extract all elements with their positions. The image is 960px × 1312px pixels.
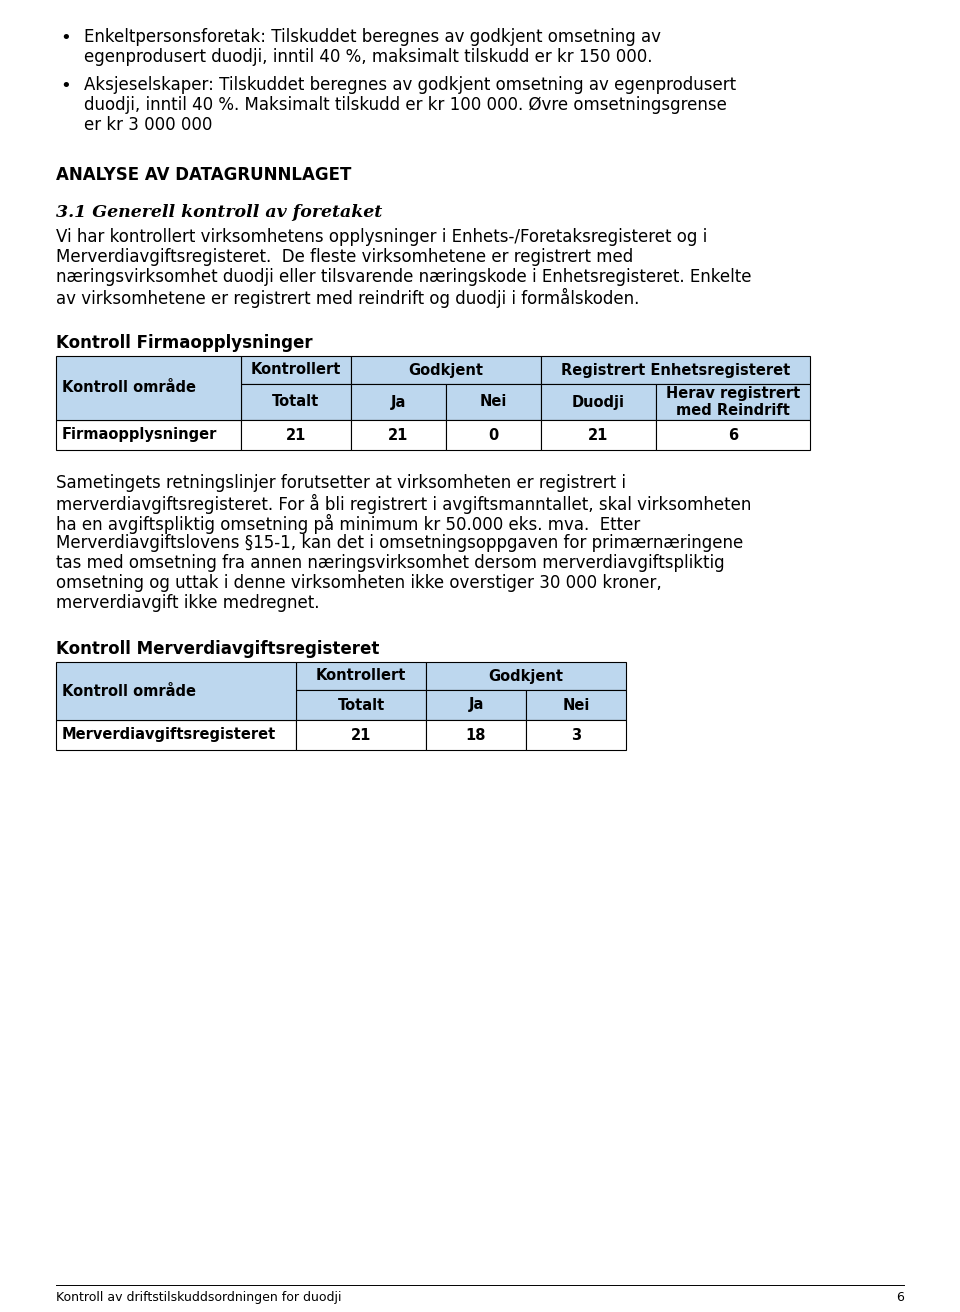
Bar <box>241 420 351 450</box>
Text: 3: 3 <box>571 727 581 743</box>
Text: •: • <box>60 29 71 47</box>
Text: Duodji: Duodji <box>572 395 625 409</box>
Text: 6: 6 <box>728 428 738 442</box>
Text: duodji, inntil 40 %. Maksimalt tilskudd er kr 100 000. Øvre omsetningsgrense: duodji, inntil 40 %. Maksimalt tilskudd … <box>84 96 727 114</box>
Text: Kontroll område: Kontroll område <box>62 684 196 698</box>
Text: næringsvirksomhet duodji eller tilsvarende næringskode i Enhetsregisteret. Enkel: næringsvirksomhet duodji eller tilsvaren… <box>56 268 752 286</box>
Text: egenprodusert duodji, inntil 40 %, maksimalt tilskudd er kr 150 000.: egenprodusert duodji, inntil 40 %, maksi… <box>84 49 653 66</box>
Text: 21: 21 <box>350 727 372 743</box>
Bar <box>56 356 241 420</box>
Bar <box>526 690 626 720</box>
Text: Kontrollert: Kontrollert <box>251 362 341 378</box>
Text: 0: 0 <box>489 428 498 442</box>
Text: Aksjeselskaper: Tilskuddet beregnes av godkjent omsetning av egenprodusert: Aksjeselskaper: Tilskuddet beregnes av g… <box>84 76 736 94</box>
Bar <box>426 720 526 750</box>
Text: •: • <box>60 77 71 94</box>
Bar <box>656 384 810 420</box>
Bar <box>351 384 446 420</box>
Text: Kontroll Merverdiavgiftsregisteret: Kontroll Merverdiavgiftsregisteret <box>56 640 379 659</box>
Text: Totalt: Totalt <box>337 698 385 712</box>
Bar <box>296 720 426 750</box>
Text: ANALYSE AV DATAGRUNNLAGET: ANALYSE AV DATAGRUNNLAGET <box>56 167 351 184</box>
Text: Merverdiavgiftslovens §15-1, kan det i omsetningsoppgaven for primærnæringene: Merverdiavgiftslovens §15-1, kan det i o… <box>56 534 743 552</box>
Text: 21: 21 <box>286 428 306 442</box>
Text: ha en avgiftspliktig omsetning på minimum kr 50.000 eks. mva.  Etter: ha en avgiftspliktig omsetning på minimu… <box>56 514 640 534</box>
Text: 21: 21 <box>388 428 409 442</box>
Bar <box>56 663 296 720</box>
Text: Firmaopplysninger: Firmaopplysninger <box>62 428 217 442</box>
Bar <box>296 690 426 720</box>
Bar <box>56 420 241 450</box>
Bar <box>351 356 541 384</box>
Text: Vi har kontrollert virksomhetens opplysninger i Enhets-/Foretaksregisteret og i: Vi har kontrollert virksomhetens opplysn… <box>56 228 708 247</box>
Bar <box>241 384 351 420</box>
Bar <box>541 356 810 384</box>
Text: merverdiavgift ikke medregnet.: merverdiavgift ikke medregnet. <box>56 594 320 611</box>
Text: omsetning og uttak i denne virksomheten ikke overstiger 30 000 kroner,: omsetning og uttak i denne virksomheten … <box>56 575 661 592</box>
Text: Kontroll Firmaopplysninger: Kontroll Firmaopplysninger <box>56 335 313 352</box>
Bar <box>446 420 541 450</box>
Text: Enkeltpersonsforetak: Tilskuddet beregnes av godkjent omsetning av: Enkeltpersonsforetak: Tilskuddet beregne… <box>84 28 661 46</box>
Text: 21: 21 <box>588 428 609 442</box>
Text: Ja: Ja <box>468 698 484 712</box>
Text: Kontroll av driftstilskuddsordningen for duodji: Kontroll av driftstilskuddsordningen for… <box>56 1291 342 1304</box>
Bar <box>541 420 656 450</box>
Text: Merverdiavgiftsregisteret.  De fleste virksomhetene er registrert med: Merverdiavgiftsregisteret. De fleste vir… <box>56 248 634 266</box>
Bar <box>426 663 626 690</box>
Text: Ja: Ja <box>391 395 406 409</box>
Bar <box>296 663 426 690</box>
Text: Godkjent: Godkjent <box>489 669 564 684</box>
Bar <box>656 420 810 450</box>
Text: 3.1 Generell kontroll av foretaket: 3.1 Generell kontroll av foretaket <box>56 203 382 220</box>
Text: Kontrollert: Kontrollert <box>316 669 406 684</box>
Text: Godkjent: Godkjent <box>409 362 484 378</box>
Bar <box>526 720 626 750</box>
Text: 18: 18 <box>466 727 487 743</box>
Text: 6: 6 <box>896 1291 904 1304</box>
Text: Sametingets retningslinjer forutsetter at virksomheten er registrert i: Sametingets retningslinjer forutsetter a… <box>56 474 626 492</box>
Text: Nei: Nei <box>480 395 507 409</box>
Text: merverdiavgiftsregisteret. For å bli registrert i avgiftsmanntallet, skal virkso: merverdiavgiftsregisteret. For å bli reg… <box>56 495 752 514</box>
Text: Kontroll område: Kontroll område <box>62 380 196 395</box>
Text: Totalt: Totalt <box>273 395 320 409</box>
Bar <box>541 384 656 420</box>
Bar <box>56 720 296 750</box>
Text: Merverdiavgiftsregisteret: Merverdiavgiftsregisteret <box>62 727 276 743</box>
Text: Herav registrert
med Reindrift: Herav registrert med Reindrift <box>666 386 800 419</box>
Bar <box>351 420 446 450</box>
Text: av virksomhetene er registrert med reindrift og duodji i formålskoden.: av virksomhetene er registrert med reind… <box>56 289 639 308</box>
Bar <box>241 356 351 384</box>
Bar <box>446 384 541 420</box>
Text: tas med omsetning fra annen næringsvirksomhet dersom merverdiavgiftspliktig: tas med omsetning fra annen næringsvirks… <box>56 554 725 572</box>
Text: er kr 3 000 000: er kr 3 000 000 <box>84 115 212 134</box>
Bar <box>426 690 526 720</box>
Text: Nei: Nei <box>563 698 589 712</box>
Text: Registrert Enhetsregisteret: Registrert Enhetsregisteret <box>561 362 790 378</box>
